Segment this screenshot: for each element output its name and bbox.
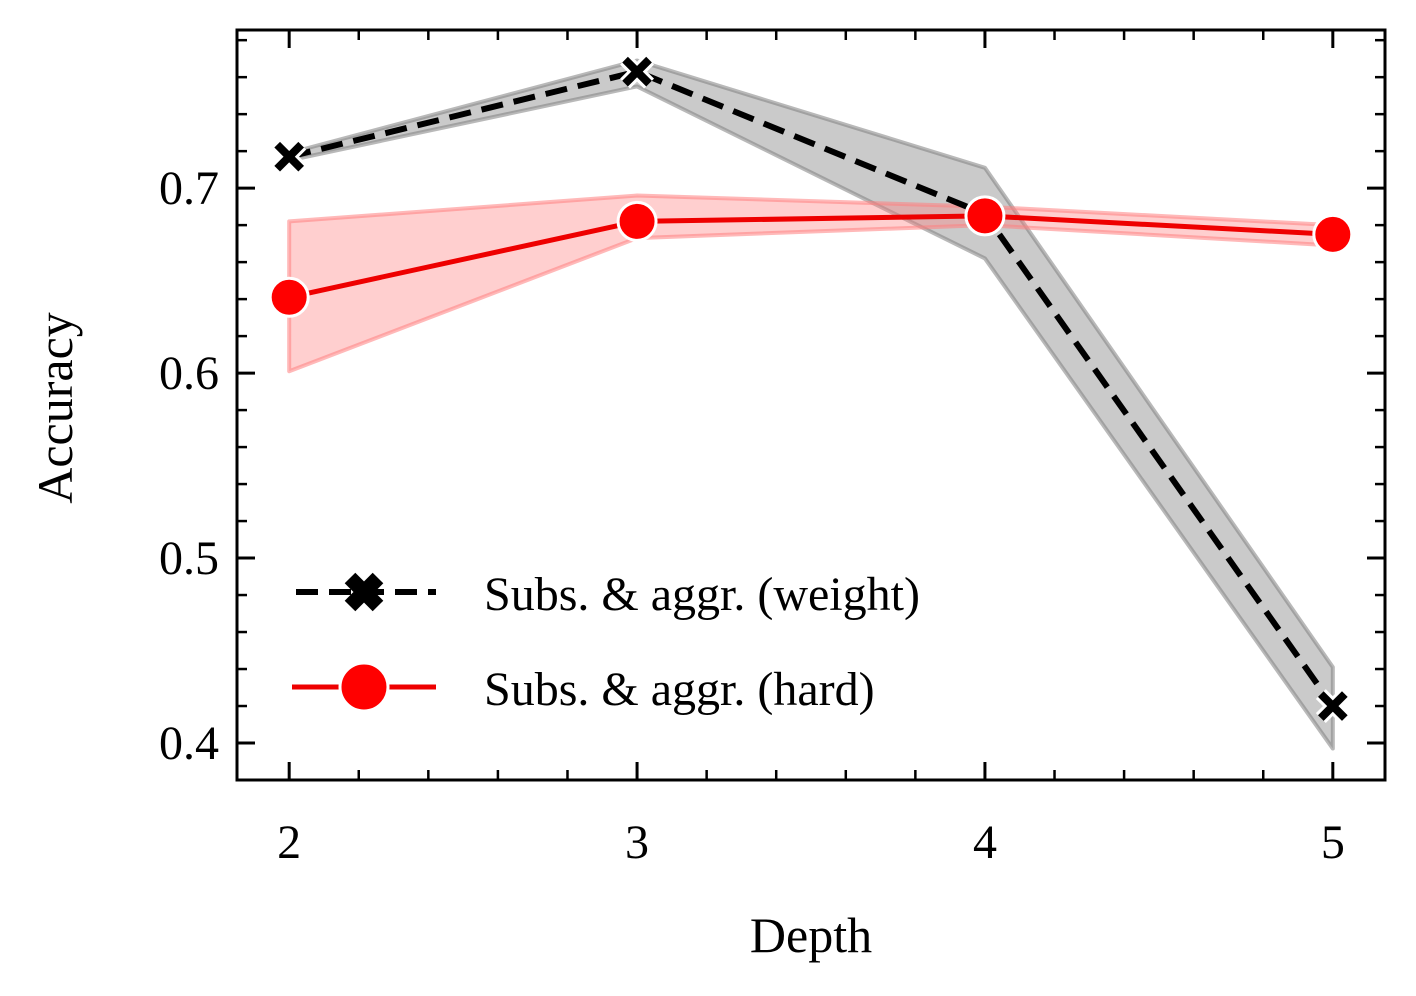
point-weight-2	[272, 139, 307, 174]
line-hard	[288, 213, 1333, 300]
point-hard-3	[616, 200, 658, 242]
confidence-bands	[287, 58, 1335, 751]
plot-frame	[235, 28, 1387, 782]
point-weight-cross	[1317, 691, 1348, 721]
point-weight-5	[1315, 689, 1350, 723]
legend-label-weight: Subs. & aggr. (weight)	[484, 568, 920, 621]
point-hard-5	[1312, 213, 1354, 255]
axis-tick-labels: 2 3 4 5 0.4 0.5 0.6 0.7	[159, 162, 1345, 869]
x-tick-label: 4	[973, 816, 997, 869]
x-tick-label: 3	[625, 816, 649, 869]
series-markers	[268, 54, 1354, 723]
legend-marker-hard	[338, 661, 390, 713]
y-tick-label: 0.7	[159, 162, 219, 215]
point-weight-3	[620, 54, 655, 89]
legend-entry-weight: Subs. & aggr. (weight)	[296, 568, 920, 621]
y-tick-label: 0.4	[159, 717, 219, 770]
band-hard	[287, 193, 1335, 374]
x-tick-label: 5	[1321, 816, 1345, 869]
legend: Subs. & aggr. (weight) Subs. & aggr. (ha…	[292, 568, 920, 716]
band-weight	[287, 58, 1335, 751]
axis-ticks	[237, 30, 1385, 782]
point-weight-cross	[622, 56, 652, 87]
line-weight	[288, 68, 1336, 708]
legend-label-hard: Subs. & aggr. (hard)	[484, 663, 875, 716]
y-tick-label: 0.6	[159, 347, 219, 400]
y-axis-title: Accuracy	[27, 312, 83, 504]
point-weight-cross	[274, 141, 305, 172]
legend-entry-hard: Subs. & aggr. (hard)	[292, 661, 875, 716]
legend-marker-weight	[344, 572, 384, 612]
point-hard-2	[268, 276, 310, 318]
x-tick-label: 2	[277, 816, 301, 869]
x-axis-title: Depth	[750, 907, 872, 963]
series-lines	[288, 68, 1336, 708]
point-hard-4	[964, 195, 1006, 237]
y-tick-label: 0.5	[159, 532, 219, 585]
